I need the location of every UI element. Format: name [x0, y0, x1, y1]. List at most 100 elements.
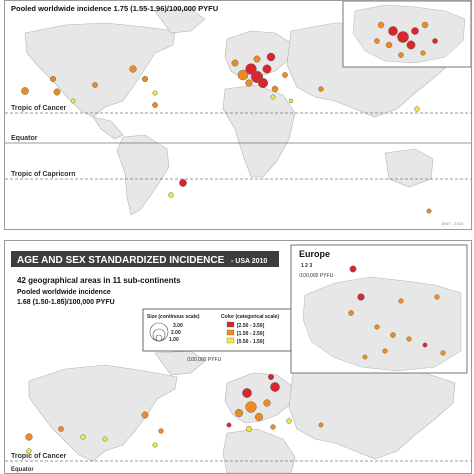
inset-scale: 1 2 3 — [301, 263, 312, 269]
north-america — [28, 364, 178, 462]
marker — [21, 87, 29, 95]
areas-text: 42 geographical areas in 11 sub-continen… — [17, 276, 181, 285]
marker — [152, 102, 158, 108]
inset-unit: /100,000 PYFU — [299, 273, 334, 279]
marker — [270, 382, 280, 392]
marker — [245, 63, 257, 75]
marker — [53, 88, 61, 96]
marker — [152, 90, 158, 96]
legend-swatch-high — [226, 321, 235, 328]
marker — [426, 208, 432, 214]
north-america — [24, 22, 176, 118]
header-title: AGE AND SEX STANDARDIZED INCIDENCE — [17, 255, 225, 266]
marker — [25, 433, 33, 441]
marker — [282, 72, 288, 78]
marker — [357, 293, 365, 301]
marker — [263, 399, 271, 407]
marker — [80, 434, 86, 440]
marker — [158, 428, 164, 434]
marker — [141, 75, 149, 83]
marker — [237, 69, 249, 81]
marker — [434, 294, 440, 300]
marker — [231, 59, 239, 67]
marker — [257, 77, 269, 89]
equator-label: Equator — [11, 135, 38, 142]
marker — [26, 448, 32, 454]
top-world-map: Pooled worldwide incidence 1.75 (1.55-1.… — [5, 1, 471, 226]
header-suffix: - USA 2010 — [231, 258, 267, 265]
marker — [70, 98, 76, 104]
marker — [226, 422, 232, 428]
marker — [253, 55, 261, 63]
australia — [384, 148, 434, 188]
bottom-europe-inset: Europe 1 2 3 /100,000 PYFU — [290, 244, 468, 374]
africa — [222, 428, 296, 473]
marker — [254, 412, 264, 422]
marker — [271, 85, 279, 93]
marker — [245, 425, 253, 433]
marker — [152, 442, 158, 448]
marker — [179, 179, 187, 187]
marker — [245, 401, 257, 413]
legend-size-circle-small — [155, 334, 163, 342]
marker — [286, 418, 292, 424]
legend-size-3: 3.00 — [173, 323, 183, 329]
legend-swatch-low — [226, 337, 235, 344]
marker — [374, 324, 380, 330]
greenland — [154, 8, 206, 34]
marker — [266, 52, 276, 62]
inset-title: Europe — [299, 249, 330, 259]
marker — [348, 310, 354, 316]
marker — [349, 265, 357, 273]
tropic-capricorn-label: Tropic of Capricorn — [11, 171, 76, 178]
tropic-cancer-label: Tropic of Cancer — [11, 453, 67, 460]
marker — [141, 411, 149, 419]
bottom-header: AGE AND SEX STANDARDIZED INCIDENCE - USA… — [11, 251, 279, 267]
legend-size-1: 1.00 — [169, 337, 179, 343]
top-map-panel: Pooled worldwide incidence 1.75 (1.55-1.… — [4, 0, 472, 230]
legend-color-low: [0.50 - 1.50[ — [237, 339, 265, 345]
marker — [102, 436, 108, 442]
legend-color-mid: [1.50 - 2.50[ — [237, 331, 265, 337]
marker — [242, 388, 252, 398]
marker — [406, 336, 412, 342]
top-europe-inset — [342, 1, 471, 68]
bottom-world-map: AGE AND SEX STANDARDIZED INCIDENCE - USA… — [5, 244, 471, 473]
marker — [270, 424, 276, 430]
marker — [390, 332, 396, 338]
marker — [245, 79, 253, 87]
south-america — [116, 134, 170, 216]
legend-color-high: [2.50 - 3.50[ — [237, 323, 265, 329]
marker — [234, 408, 244, 418]
central-america — [92, 116, 124, 140]
asia — [288, 364, 456, 460]
marker — [267, 373, 275, 381]
marker — [288, 98, 294, 104]
equator-label: Equator — [11, 467, 34, 473]
africa — [222, 84, 296, 178]
europe — [224, 30, 292, 80]
bottom-markers — [25, 373, 324, 454]
legend-unit: /100,000 PYFU — [187, 357, 222, 363]
legend-size-2: 2.00 — [171, 330, 181, 336]
marker — [422, 342, 428, 348]
marker — [398, 298, 404, 304]
marker — [168, 192, 174, 198]
marker — [318, 86, 324, 92]
marker — [129, 65, 137, 73]
legend: Size (continous scale) 3.00 2.00 1.00 Co… — [142, 308, 292, 352]
greenland — [154, 350, 206, 376]
marker — [270, 94, 276, 100]
marker — [262, 64, 272, 74]
tropic-cancer-label: Tropic of Cancer — [11, 105, 67, 112]
pooled-value: 1.68 (1.50-1.85)/100,000 PYFU — [17, 299, 115, 306]
marker — [49, 75, 57, 83]
marker — [414, 106, 420, 112]
credit-text: IENT - 2015 — [442, 221, 464, 226]
marker — [382, 348, 388, 354]
legend-swatch-mid — [226, 329, 235, 336]
marker — [92, 82, 98, 88]
bottom-map-panel: AGE AND SEX STANDARDIZED INCIDENCE - USA… — [4, 240, 472, 474]
marker — [440, 350, 446, 356]
legend-size-title: Size (continous scale) — [147, 314, 200, 320]
